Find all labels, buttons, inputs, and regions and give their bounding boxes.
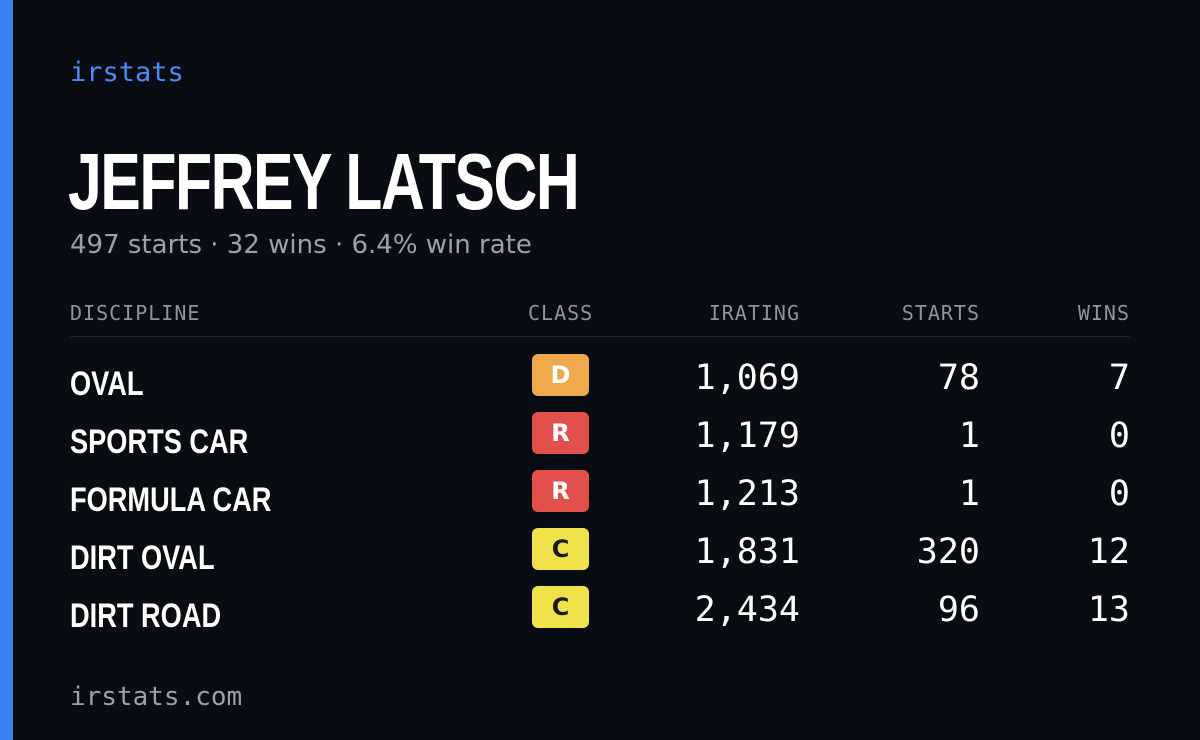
starts-value: 1 (958, 416, 980, 456)
discipline-name: SPORTS CAR (70, 423, 249, 461)
irating-value: 1,179 (694, 416, 800, 456)
header-class: CLASS (528, 301, 594, 325)
license-class-badge: C (532, 586, 589, 628)
table-row: DIRT ROAD C 2,434 96 13 (70, 582, 1130, 640)
table-row: DIRT OVAL C 1,831 320 12 (70, 524, 1130, 582)
license-class-badge: R (532, 412, 589, 454)
starts-value: 78 (937, 358, 980, 398)
separator: · (334, 230, 344, 260)
starts-value: 320 (916, 532, 980, 572)
license-class-badge: C (532, 528, 589, 570)
wins-value: 0 (1108, 416, 1130, 456)
driver-name: JEFFREY LATSCH (68, 137, 580, 226)
footer-url: irstats.com (70, 682, 243, 712)
table-row: OVAL D 1,069 78 7 (70, 350, 1130, 408)
discipline-name: DIRT ROAD (70, 597, 222, 635)
header-discipline: DISCIPLINE (70, 301, 201, 325)
starts-value: 96 (937, 590, 980, 630)
irating-value: 2,434 (694, 590, 800, 630)
wins-value: 7 (1108, 358, 1130, 398)
wins-value: 13 (1087, 590, 1130, 630)
discipline-name: OVAL (70, 365, 144, 403)
starts-total: 497 starts (70, 230, 202, 260)
discipline-name: DIRT OVAL (70, 539, 215, 577)
table-header: DISCIPLINE CLASS IRATING STARTS WINS (70, 300, 1130, 337)
brand-logo-text: irstats (70, 57, 184, 88)
header-starts: STARTS (901, 301, 980, 325)
header-wins: WINS (1077, 301, 1130, 325)
win-rate: 6.4% win rate (351, 230, 532, 260)
irating-value: 1,213 (694, 474, 800, 514)
discipline-name: FORMULA CAR (70, 481, 272, 519)
separator: · (210, 230, 219, 260)
driver-summary: 497 starts · 32 wins · 6.4% win rate (70, 228, 532, 262)
wins-value: 12 (1087, 532, 1130, 572)
table-row: FORMULA CAR R 1,213 1 0 (70, 466, 1130, 524)
irating-value: 1,831 (694, 532, 800, 572)
stats-table: OVAL D 1,069 78 7 SPORTS CAR R 1,179 1 0… (70, 350, 1130, 640)
starts-value: 1 (958, 474, 980, 514)
license-class-badge: R (532, 470, 589, 512)
accent-bar (0, 0, 13, 740)
wins-value: 0 (1108, 474, 1130, 514)
license-class-badge: D (532, 354, 589, 396)
table-row: SPORTS CAR R 1,179 1 0 (70, 408, 1130, 466)
wins-total: 32 wins (226, 230, 327, 260)
header-irating: IRATING (708, 301, 800, 325)
irating-value: 1,069 (694, 358, 800, 398)
